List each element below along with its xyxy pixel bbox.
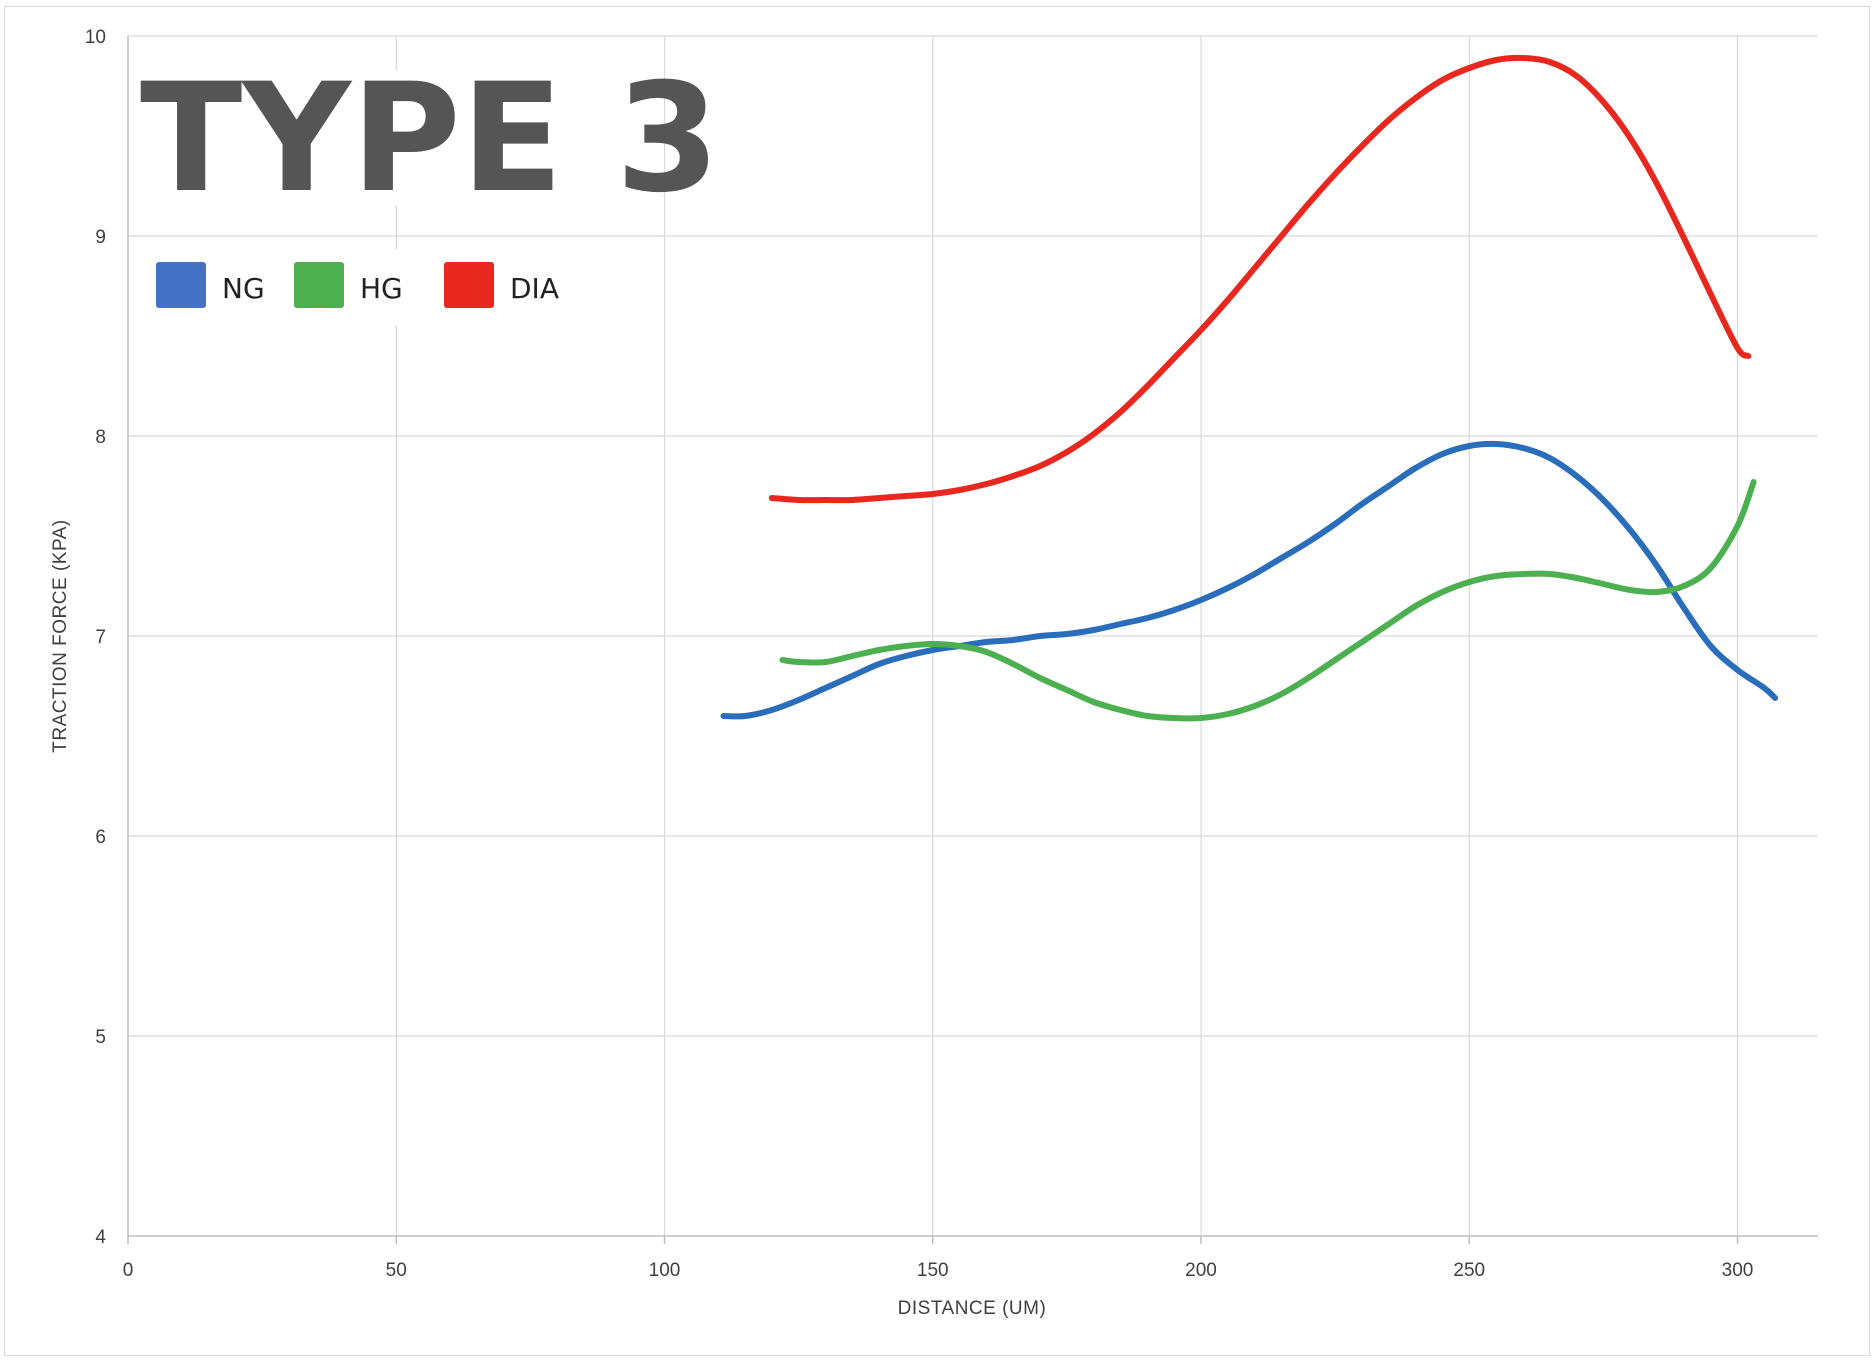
x-tick-label: 200 <box>1185 1260 1217 1281</box>
y-tick-label: 9 <box>95 227 106 248</box>
legend-swatch-hg <box>294 262 344 308</box>
legend-label-dia: DIA <box>510 272 559 305</box>
legend-swatch-ng <box>156 262 206 308</box>
legend-swatch-dia <box>444 262 494 308</box>
tick-labels: 0 50 100 150 200 250 300 4 5 6 7 8 9 10 <box>85 27 1754 1281</box>
y-tick-label: 4 <box>95 1227 106 1248</box>
series-line-dia <box>768 54 1752 504</box>
y-tick-label: 8 <box>95 427 106 448</box>
x-tick-label: 50 <box>386 1260 407 1281</box>
legend: NG HG DIA <box>156 262 559 308</box>
series-line-ng <box>720 440 1779 720</box>
series-line-hg <box>779 479 1757 722</box>
x-tick-label: 0 <box>123 1260 134 1281</box>
y-tick-label: 10 <box>85 27 106 48</box>
chart-frame <box>4 6 1870 1356</box>
y-axis-title: TRACTION FORCE (KPA) <box>50 519 71 752</box>
grid <box>128 35 1818 1236</box>
chart-title: TYPE 3 <box>140 52 720 226</box>
x-tick-label: 100 <box>649 1260 681 1281</box>
y-tick-label: 6 <box>95 827 106 848</box>
x-tick-label: 250 <box>1453 1260 1485 1281</box>
x-axis-title: DISTANCE (UM) <box>898 1298 1047 1319</box>
axes <box>127 36 1818 1244</box>
y-tick-label: 5 <box>95 1027 106 1048</box>
legend-background <box>150 250 570 325</box>
legend-label-hg: HG <box>360 272 403 305</box>
title-background <box>140 70 620 205</box>
y-tick-label: 7 <box>95 627 106 648</box>
legend-label-ng: NG <box>222 272 265 305</box>
x-tick-label: 300 <box>1722 1260 1754 1281</box>
x-tick-label: 150 <box>917 1260 949 1281</box>
series-lines <box>720 54 1779 722</box>
